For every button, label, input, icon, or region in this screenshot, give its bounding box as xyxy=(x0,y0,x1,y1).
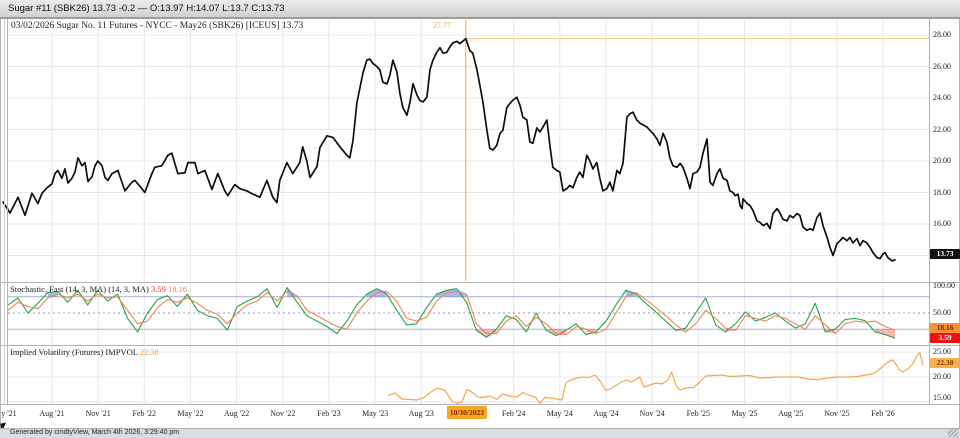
time-axis-label: May '25 xyxy=(731,409,758,418)
iv-axis-label: 25.00 xyxy=(933,347,951,356)
iv-study-name: Implied Volatility (Futures) xyxy=(10,347,104,357)
price-axis-label: 22.00 xyxy=(933,124,951,134)
resize-handle-icon[interactable] xyxy=(948,429,958,437)
stochastic-study-name: Stochastic, Fast (14, 3, MA) xyxy=(10,284,107,294)
price-axis-label: 26.00 xyxy=(933,61,951,71)
time-axis-label: y '21 xyxy=(1,409,17,418)
price-axis-label: 18.00 xyxy=(933,187,951,197)
footer-attribution: Generated by cmdtyView, March 4th 2026, … xyxy=(10,429,180,436)
time-axis-label: Aug '23 xyxy=(408,409,434,418)
stochastic-d-badge: 18.16 xyxy=(930,323,960,333)
stochastic-d-value: 18.16 xyxy=(167,284,188,294)
highlighted-date-badge: 10/30/2023 xyxy=(446,406,488,419)
window-title-bar[interactable]: Sugar #11 (SBK26) 13.73 -0.2 — O:13.97 H… xyxy=(0,0,960,18)
stochastic-k-line xyxy=(7,287,896,339)
price-axis-label: 28.00 xyxy=(933,30,951,39)
stochastic-k-badge: 3.59 xyxy=(930,333,960,343)
stochastic-d-line xyxy=(7,290,896,336)
price-axis-label: 16.00 xyxy=(933,219,951,228)
iv-axis-label: 15.00 xyxy=(933,393,951,402)
stochastic-study-params: (14, 3, MA) xyxy=(108,284,149,294)
time-axis-label: Aug '25 xyxy=(778,409,804,418)
time-axis-label: Nov '25 xyxy=(824,409,850,418)
price-line xyxy=(2,37,896,262)
iv-series-name: IMPVOL xyxy=(105,347,138,357)
last-price-badge: 13.73 xyxy=(930,249,960,259)
stochastic-k-value: 3.59 xyxy=(150,284,166,294)
peak-price-annotation: 27.77 xyxy=(433,21,451,30)
time-axis-label: May '22 xyxy=(177,409,204,418)
price-axis-label: 24.00 xyxy=(933,93,951,102)
time-axis-label: Feb '24 xyxy=(501,409,526,418)
stochastic-axis-label: 100.00 xyxy=(933,281,955,290)
iv-line xyxy=(387,351,924,405)
time-axis-label: Nov '22 xyxy=(270,409,296,418)
iv-last-badge: 22.38 xyxy=(930,358,960,368)
stochastic-axis-label: 50.00 xyxy=(933,308,951,317)
time-axis-label: Feb '25 xyxy=(686,409,711,418)
time-axis-label: May '24 xyxy=(546,409,573,418)
time-axis-label: Aug '21 xyxy=(39,409,65,418)
time-axis-label: Feb '23 xyxy=(317,409,341,418)
time-axis-label: Feb '26 xyxy=(871,409,895,418)
time-axis-label: Aug '24 xyxy=(593,409,619,418)
time-axis-label: Nov '24 xyxy=(639,409,665,418)
iv-value: 22.38 xyxy=(139,347,159,357)
contract-label: 03/02/2026 Sugar No. 11 Futures - NYCC -… xyxy=(11,21,304,31)
price-axis-label: 20.00 xyxy=(933,156,951,165)
time-axis-label: May '23 xyxy=(362,409,389,418)
iv-axis-label: 20.00 xyxy=(933,372,951,381)
time-axis-label: Nov '21 xyxy=(85,409,111,418)
iv-panel-label: Implied Volatility (Futures) IMPVOL 22.3… xyxy=(10,347,159,357)
time-axis-label: Feb '22 xyxy=(132,409,157,418)
footer-bar xyxy=(0,428,960,438)
stochastic-panel-label: Stochastic, Fast (14, 3, MA) (14, 3, MA)… xyxy=(10,284,187,294)
time-axis-label: Aug '22 xyxy=(224,409,250,418)
quote-summary: Sugar #11 (SBK26) 13.73 -0.2 — O:13.97 H… xyxy=(8,3,285,14)
